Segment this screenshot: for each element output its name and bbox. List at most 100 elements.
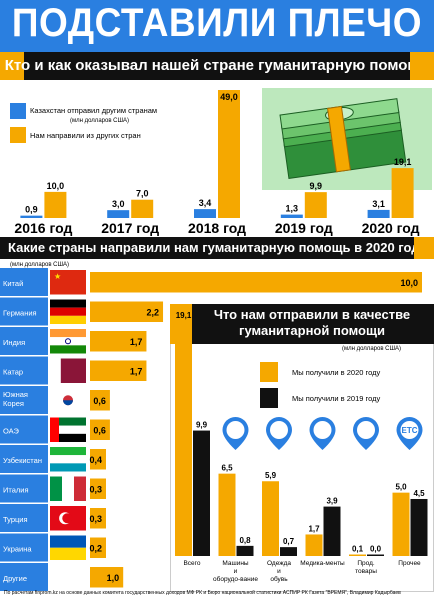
label-sent-1: 3,0 xyxy=(112,199,125,209)
cat-bar-2019-4 xyxy=(367,554,384,556)
categories-title-line2: гуманитарной помощи xyxy=(239,323,385,338)
label-received-2: 49,0 xyxy=(220,92,238,102)
country-bar-1 xyxy=(90,301,164,322)
flag-1-stripe-2 xyxy=(50,315,86,324)
cat-bar-2019-5 xyxy=(410,498,428,556)
country-value-10: 1,0 xyxy=(107,573,120,583)
country-bar-8 xyxy=(90,508,106,529)
cat-label-2020-1: 6,5 xyxy=(221,464,233,473)
cat-name-1-0: Машины xyxy=(222,560,249,567)
categories-title-bar: Что нам отправили в качестве гуманитарно… xyxy=(170,304,434,344)
cat-bar-2020-3 xyxy=(305,534,323,556)
flag-1-stripe-1 xyxy=(50,307,86,316)
country-value-9: 0,2 xyxy=(89,543,102,553)
header-banner: ПОДСТАВИЛИ ПЛЕЧО xyxy=(0,0,434,52)
clothes-icon-inner xyxy=(270,421,288,439)
country-label-bg-2 xyxy=(0,327,48,355)
year-label-1: 2017 год xyxy=(101,220,159,236)
country-name-4-1: Корея xyxy=(3,399,24,408)
flag-italy-part-0 xyxy=(50,476,62,501)
flag-9-stripe-1 xyxy=(50,547,86,560)
etc-icon-inner xyxy=(400,421,419,439)
year-label-4: 2020 год xyxy=(362,220,420,236)
flag-10-icon xyxy=(49,564,87,590)
categories-title-line1: Что нам отправили в качестве xyxy=(213,307,411,322)
country-label-bg-7 xyxy=(0,474,48,503)
subtitle-bar: Кто и как оказывал нашей стране гуманита… xyxy=(0,52,434,80)
cat-name-1-1: и xyxy=(234,568,238,575)
cat-name-4-1: товары xyxy=(355,568,377,575)
bar-received-3 xyxy=(304,192,327,218)
cat-label-2020-4: 0,1 xyxy=(352,545,364,554)
cat-bar-2019-0 xyxy=(193,430,210,556)
cat-label-2019-2: 0,7 xyxy=(283,537,295,546)
cat-bar-2020-2 xyxy=(262,481,279,556)
country-name-10: Другие xyxy=(3,574,27,583)
country-bar-9 xyxy=(90,537,106,558)
flag-korea-half xyxy=(63,400,73,406)
flag-1-stripe-0 xyxy=(50,299,86,308)
country-name-0: Китай xyxy=(3,279,23,288)
pills-icon-inner xyxy=(313,421,332,439)
chart2-unit-note: (млн долларов США) xyxy=(10,262,70,268)
cat-label-2020-5: 5,0 xyxy=(395,483,407,492)
bar-received-1 xyxy=(131,199,154,218)
legend-label-2019: Мы получили в 2019 году xyxy=(292,394,381,403)
page-subtitle: Кто и как оказывал нашей стране гуманита… xyxy=(4,57,430,74)
cat-bar-2019-3 xyxy=(323,506,341,556)
country-value-5: 0,6 xyxy=(93,425,106,435)
country-label-bg-4 xyxy=(0,386,48,414)
country-label-bg-10 xyxy=(0,563,48,591)
car-icon-inner xyxy=(226,421,245,439)
cat-label-2019-1: 0,8 xyxy=(239,536,251,545)
year-label-0: 2016 год xyxy=(14,220,72,236)
flag-6-stripe-1 xyxy=(50,455,86,464)
bar-received-2 xyxy=(218,90,240,218)
etc-icon-text: ETC xyxy=(402,426,418,435)
bar-sent-4 xyxy=(367,209,390,218)
label-sent-3: 1,3 xyxy=(286,204,299,214)
bar-sent-2 xyxy=(194,209,216,218)
label-received-0: 10,0 xyxy=(47,181,65,191)
country-name-7: Италия xyxy=(3,485,29,494)
legend-swatch-2019 xyxy=(260,388,278,408)
flag-9-stripe-0 xyxy=(50,535,86,548)
legend-label-sent: Казахстан отправил другим странам xyxy=(30,106,158,115)
money-illustration xyxy=(262,88,432,190)
country-value-0: 10,0 xyxy=(400,278,418,288)
flag-italy-part-1 xyxy=(62,476,74,501)
cat-name-2-1: и xyxy=(277,568,281,575)
country-bar-7 xyxy=(90,478,106,499)
food-icon-inner xyxy=(357,421,375,439)
chart1-unit-note: (млн долларов США) xyxy=(70,118,130,124)
country-name-8: Турция xyxy=(3,515,28,524)
flag-uae-icon xyxy=(50,417,86,426)
country-bar-0 xyxy=(90,272,422,293)
country-value-8: 0,3 xyxy=(89,514,102,524)
flag-qatar-stripe xyxy=(50,358,61,383)
cat-name-3-0: Медика-менты xyxy=(300,560,345,567)
cat-label-2019-4: 0,0 xyxy=(370,545,382,554)
country-value-3: 1,7 xyxy=(130,366,143,376)
cat-label-2019-3: 3,9 xyxy=(326,497,338,506)
country-name-2: Индия xyxy=(3,338,25,347)
cat-name-2-0: Одежда xyxy=(267,560,291,567)
country-label-bg-1 xyxy=(0,297,48,326)
country-bar-5 xyxy=(90,419,110,440)
country-label-bg-8 xyxy=(0,504,48,532)
cat-name-5-0: Прочее xyxy=(398,560,421,567)
flag-uae-bot xyxy=(50,433,86,442)
country-bar-3 xyxy=(90,360,147,381)
cat-bar-2020-5 xyxy=(392,492,410,556)
cat-name-4-0: Прод. xyxy=(357,560,375,567)
cat-label-2019-0: 9,9 xyxy=(196,421,208,430)
cat-bar-2020-0 xyxy=(175,314,192,556)
legend-swatch-blue xyxy=(10,103,26,119)
flag-uae-red xyxy=(50,417,59,442)
money-stack-icon xyxy=(279,98,407,180)
country-label-bg-5 xyxy=(0,415,48,444)
cat-label-2020-3: 1,7 xyxy=(308,524,320,533)
flag-uae-mid xyxy=(50,425,86,434)
